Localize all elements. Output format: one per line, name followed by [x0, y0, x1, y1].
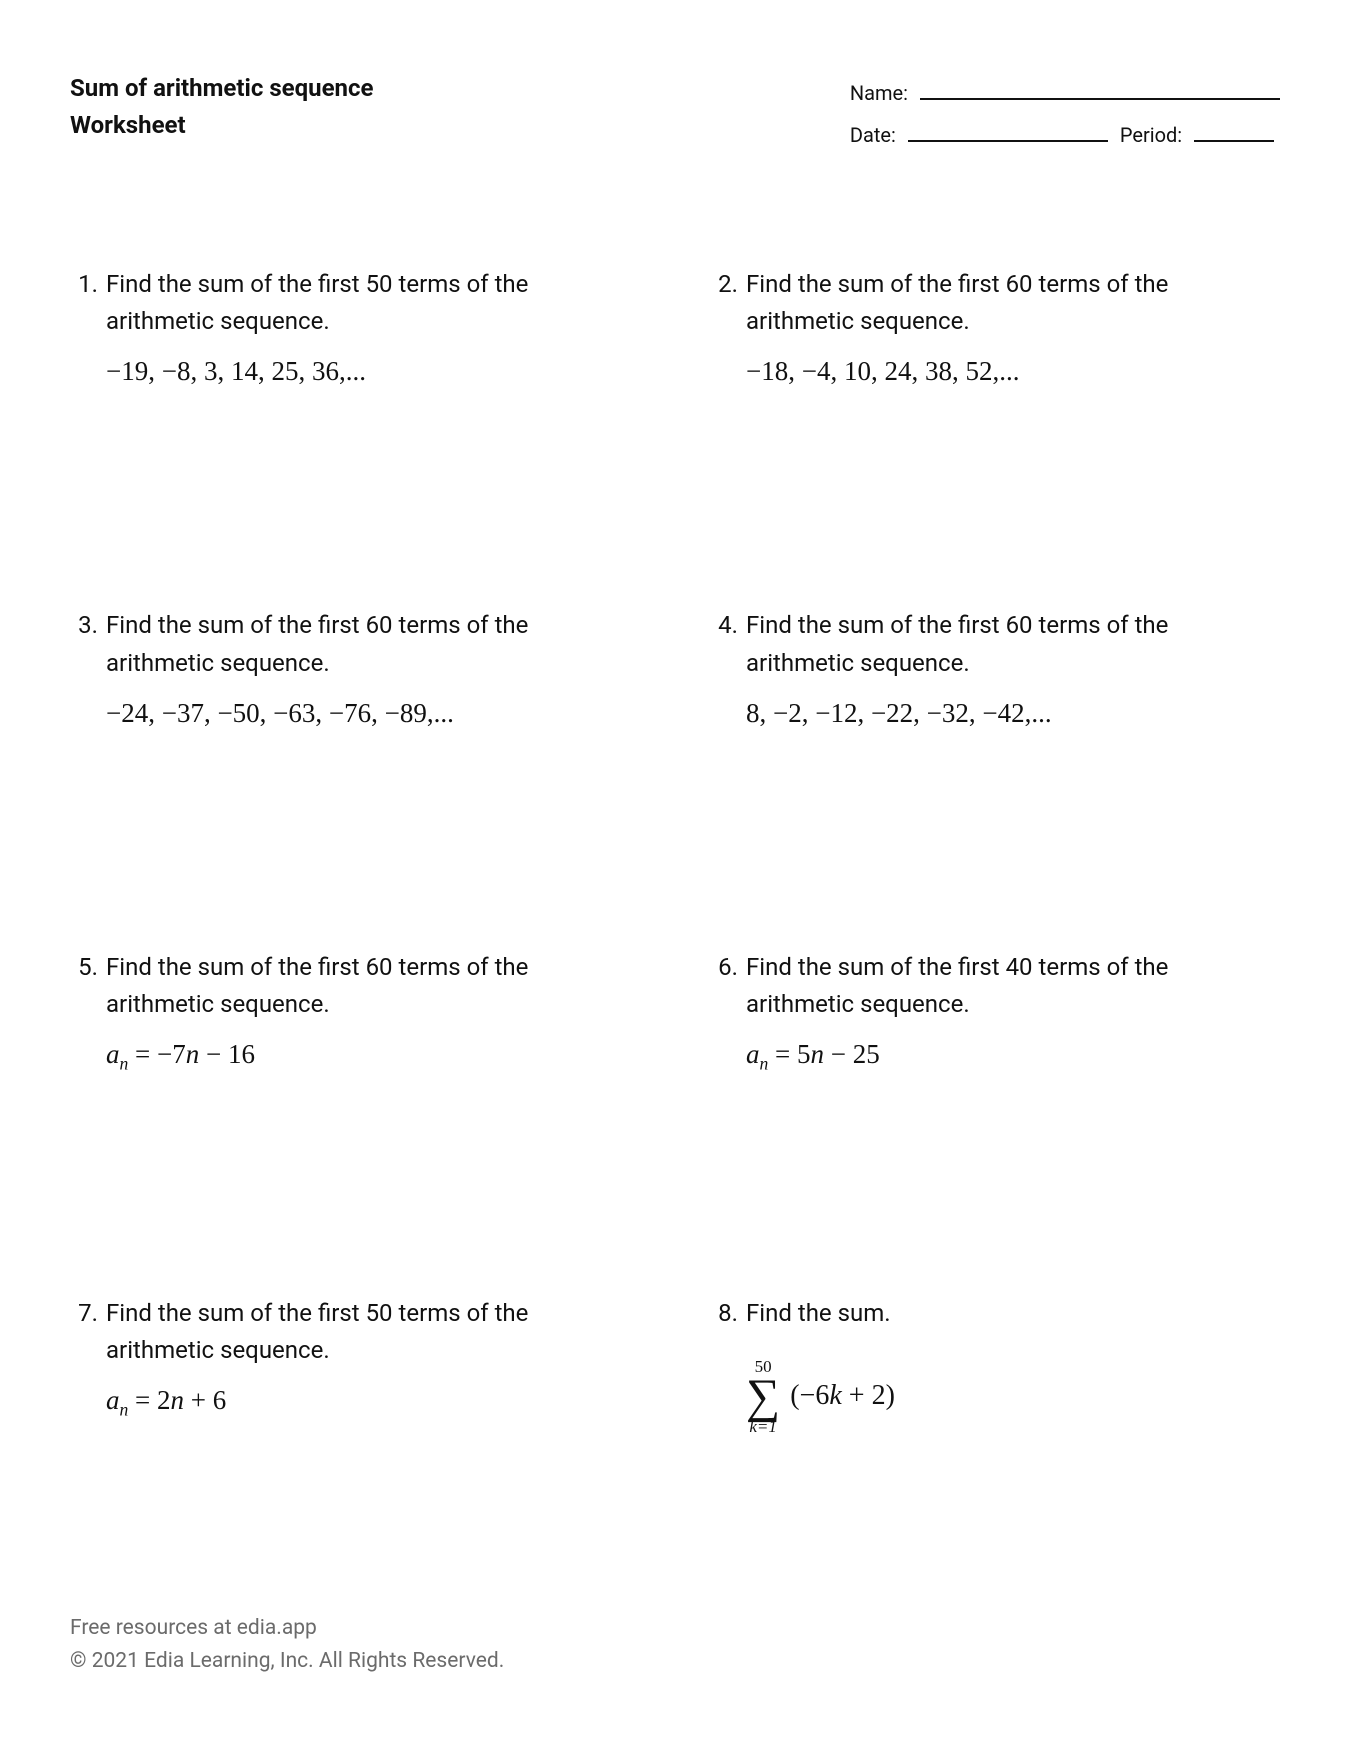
formula-eq: = 2 — [128, 1385, 170, 1415]
problem-math: an = −7n − 16 — [106, 1039, 640, 1074]
title-line-1: Sum of arithmetic sequence — [70, 70, 373, 107]
problem-number: 7. — [70, 1295, 98, 1435]
formula-tail: + 6 — [184, 1385, 226, 1415]
problem-math: −18, −4, 10, 24, 38, 52,... — [746, 356, 1280, 387]
formula-var: a — [746, 1039, 760, 1069]
formula-rhs-var: n — [171, 1385, 185, 1415]
formula-rhs-var: n — [811, 1039, 825, 1069]
formula-var: a — [106, 1039, 120, 1069]
problem-number: 2. — [710, 266, 738, 387]
footer-line-2: © 2021 Edia Learning, Inc. All Rights Re… — [70, 1645, 504, 1679]
problem-body: Find the sum of the first 60 terms of th… — [106, 607, 640, 728]
problem-1: 1. Find the sum of the first 50 terms of… — [70, 266, 640, 387]
problem-body: Find the sum. 50 ∑ k=1 (−6k + 2) — [746, 1295, 1280, 1435]
formula-sub: n — [120, 1399, 129, 1419]
problem-3: 3. Find the sum of the first 60 terms of… — [70, 607, 640, 728]
problem-body: Find the sum of the first 40 terms of th… — [746, 949, 1280, 1075]
problem-text: Find the sum of the first 40 terms of th… — [746, 949, 1280, 1023]
problem-text: Find the sum of the first 60 terms of th… — [106, 949, 640, 1023]
period-blank-line — [1194, 124, 1274, 142]
problem-2: 2. Find the sum of the first 60 terms of… — [710, 266, 1280, 387]
sigma-operator: 50 ∑ k=1 — [746, 1358, 780, 1435]
problem-math: −24, −37, −50, −63, −76, −89,... — [106, 698, 640, 729]
date-blank-line — [908, 124, 1108, 142]
formula-sub: n — [760, 1054, 769, 1074]
problem-text: Find the sum of the first 50 terms of th… — [106, 266, 640, 340]
problem-body: Find the sum of the first 60 terms of th… — [746, 266, 1280, 387]
problem-text: Find the sum of the first 50 terms of th… — [106, 1295, 640, 1369]
problem-math: 8, −2, −12, −22, −32, −42,... — [746, 698, 1280, 729]
formula-rhs-var: n — [186, 1039, 200, 1069]
footer: Free resources at edia.app © 2021 Edia L… — [70, 1612, 504, 1679]
problem-body: Find the sum of the first 60 terms of th… — [746, 607, 1280, 728]
sigma-symbol: ∑ — [746, 1375, 780, 1418]
problem-body: Find the sum of the first 50 terms of th… — [106, 266, 640, 387]
formula-eq: = 5 — [768, 1039, 810, 1069]
formula-sub: n — [120, 1054, 129, 1074]
problem-text: Find the sum of the first 60 terms of th… — [106, 607, 640, 681]
footer-line-1: Free resources at edia.app — [70, 1612, 504, 1646]
sigma-expression: 50 ∑ k=1 (−6k + 2) — [746, 1358, 895, 1435]
problem-number: 4. — [710, 607, 738, 728]
problem-number: 3. — [70, 607, 98, 728]
problem-math: −19, −8, 3, 14, 25, 36,... — [106, 356, 640, 387]
problem-4: 4. Find the sum of the first 60 terms of… — [710, 607, 1280, 728]
problems-grid: 1. Find the sum of the first 50 terms of… — [70, 266, 1280, 1435]
formula-tail: − 25 — [824, 1039, 880, 1069]
title-line-2: Worksheet — [70, 107, 373, 144]
problem-text: Find the sum. — [746, 1295, 1280, 1332]
problem-text: Find the sum of the first 60 terms of th… — [746, 607, 1280, 681]
formula-eq: = −7 — [128, 1039, 185, 1069]
name-blank-line — [920, 82, 1280, 100]
name-row: Name: — [850, 72, 1280, 114]
formula-var: a — [106, 1385, 120, 1415]
problem-number: 8. — [710, 1295, 738, 1435]
problem-math: an = 5n − 25 — [746, 1039, 1280, 1074]
problem-number: 5. — [70, 949, 98, 1075]
worksheet-header: Sum of arithmetic sequence Worksheet Nam… — [70, 70, 1280, 156]
name-label: Name: — [850, 72, 908, 114]
problem-math: an = 2n + 6 — [106, 1385, 640, 1420]
problem-8: 8. Find the sum. 50 ∑ k=1 (−6k + 2) — [710, 1295, 1280, 1435]
problem-6: 6. Find the sum of the first 40 terms of… — [710, 949, 1280, 1075]
sigma-body: (−6k + 2) — [790, 1380, 895, 1412]
problem-number: 1. — [70, 266, 98, 387]
date-period-row: Date: Period: — [850, 114, 1280, 156]
period-label: Period: — [1120, 114, 1182, 156]
problem-body: Find the sum of the first 60 terms of th… — [106, 949, 640, 1075]
problem-number: 6. — [710, 949, 738, 1075]
problem-7: 7. Find the sum of the first 50 terms of… — [70, 1295, 640, 1435]
problem-math: 50 ∑ k=1 (−6k + 2) — [746, 1348, 1280, 1435]
problem-text: Find the sum of the first 60 terms of th… — [746, 266, 1280, 340]
sigma-lower: k=1 — [749, 1418, 777, 1435]
problem-body: Find the sum of the first 50 terms of th… — [106, 1295, 640, 1435]
meta-block: Name: Date: Period: — [850, 70, 1280, 156]
problem-5: 5. Find the sum of the first 60 terms of… — [70, 949, 640, 1075]
formula-tail: − 16 — [199, 1039, 255, 1069]
title-block: Sum of arithmetic sequence Worksheet — [70, 70, 373, 144]
date-label: Date: — [850, 114, 896, 156]
